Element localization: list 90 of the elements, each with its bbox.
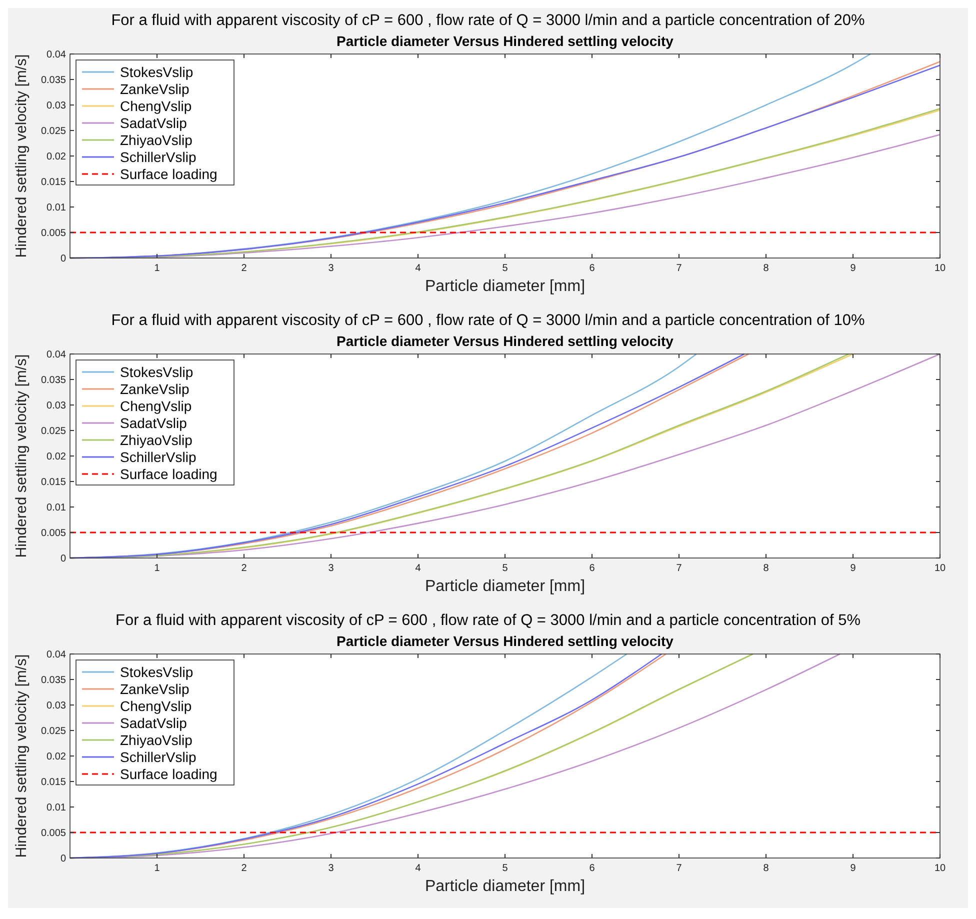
x-tick-label: 2	[241, 263, 248, 274]
x-tick-label: 5	[502, 263, 508, 274]
x-tick-label: 7	[676, 863, 682, 874]
legend-label: SadatVslip	[120, 115, 188, 131]
x-tick-label: 2	[241, 563, 248, 574]
x-axis-title: Particle diameter [mm]	[424, 278, 586, 295]
y-axis-title: Hindered settling velocity [m/s]	[13, 354, 30, 558]
legend-label: ChengVslip	[120, 398, 192, 414]
legend-label: ChengVslip	[120, 98, 192, 114]
y-axis-title: Hindered settling velocity [m/s]	[13, 54, 30, 258]
x-tick-label: 6	[589, 863, 596, 874]
y-tick-label: 0.03	[46, 400, 66, 412]
legend-label: StokesVslip	[120, 364, 194, 380]
legend-label: ZhiyaoVslip	[120, 132, 193, 148]
x-tick-label: 4	[415, 863, 422, 874]
y-tick-label: 0.04	[46, 50, 66, 60]
y-tick-label: 0.02	[46, 452, 66, 462]
x-axis-title: Particle diameter [mm]	[424, 878, 586, 895]
chart-subtitle: For a fluid with apparent viscosity of cP = 600 , flow rate of Q = 3000 l/min and a particle concentration of 20%	[111, 12, 866, 29]
x-tick-label: 7	[676, 263, 682, 274]
x-tick-label: 7	[676, 563, 682, 574]
legend-label: ZhiyaoVslip	[120, 432, 193, 448]
x-tick-label: 5	[502, 563, 508, 574]
chart-title: Particle diameter Versus Hindered settling velocity	[336, 333, 674, 349]
chart-subtitle: For a fluid with apparent viscosity of cP = 600 , flow rate of Q = 3000 l/min and a particle concentration of 5%	[116, 612, 861, 629]
y-tick-label: 0.01	[46, 202, 66, 214]
legend-label: SchillerVslip	[120, 749, 196, 765]
y-tick-label: 0	[60, 854, 66, 864]
x-tick-label: 8	[763, 263, 770, 274]
y-tick-label: 0.03	[46, 700, 66, 712]
x-tick-label: 4	[415, 263, 422, 274]
y-tick-label: 0.015	[40, 477, 66, 488]
y-tick-label: 0.035	[40, 75, 66, 86]
y-tick-label: 0.01	[46, 502, 66, 514]
y-tick-label: 0.04	[46, 650, 66, 660]
x-tick-label: 10	[934, 263, 946, 274]
y-tick-label: 0.005	[40, 528, 66, 539]
y-tick-label: 0.02	[46, 152, 66, 162]
x-tick-label: 1	[154, 863, 160, 874]
legend-label: Surface loading	[120, 766, 218, 782]
y-tick-label: 0.005	[40, 228, 66, 239]
y-tick-label: 0	[60, 554, 66, 564]
legend-label: SchillerVslip	[120, 449, 196, 465]
legend-label: SchillerVslip	[120, 149, 196, 165]
y-tick-label: 0.03	[46, 100, 66, 112]
y-tick-label: 0.025	[40, 426, 66, 437]
legend-label: ZhiyaoVslip	[120, 732, 193, 748]
x-tick-label: 1	[154, 563, 160, 574]
x-tick-label: 9	[850, 863, 856, 874]
x-tick-label: 4	[415, 563, 422, 574]
legend-label: StokesVslip	[120, 664, 194, 680]
y-tick-label: 0.015	[40, 777, 66, 788]
x-tick-label: 3	[328, 863, 334, 874]
x-tick-label: 10	[934, 563, 946, 574]
x-tick-label: 3	[328, 563, 334, 574]
chart-title: Particle diameter Versus Hindered settling velocity	[336, 633, 674, 649]
x-axis-title: Particle diameter [mm]	[424, 578, 586, 595]
y-tick-label: 0.025	[40, 126, 66, 137]
legend-label: SadatVslip	[120, 715, 188, 731]
x-tick-label: 9	[850, 563, 856, 574]
y-tick-label: 0.015	[40, 177, 66, 188]
legend-label: StokesVslip	[120, 64, 194, 80]
y-tick-label: 0.025	[40, 726, 66, 737]
legend-label: SadatVslip	[120, 415, 188, 431]
legend-label: Surface loading	[120, 466, 218, 482]
x-tick-label: 9	[850, 263, 856, 274]
y-tick-label: 0.01	[46, 802, 66, 814]
legend-label: ZankeVslip	[120, 81, 190, 97]
x-tick-label: 1	[154, 263, 160, 274]
y-tick-label: 0.035	[40, 375, 66, 386]
y-tick-label: 0.005	[40, 828, 66, 839]
legend-label: ChengVslip	[120, 698, 192, 714]
y-tick-label: 0.035	[40, 675, 66, 686]
x-tick-label: 6	[589, 263, 596, 274]
x-tick-label: 8	[763, 563, 770, 574]
legend-label: ZankeVslip	[120, 681, 190, 697]
y-tick-label: 0.04	[46, 350, 66, 360]
legend-label: Surface loading	[120, 166, 218, 182]
x-tick-label: 5	[502, 863, 508, 874]
x-tick-label: 2	[241, 863, 248, 874]
x-tick-label: 10	[934, 863, 946, 874]
y-axis-title: Hindered settling velocity [m/s]	[13, 654, 30, 858]
x-tick-label: 6	[589, 563, 596, 574]
chart-title: Particle diameter Versus Hindered settling velocity	[336, 33, 674, 49]
x-tick-label: 3	[328, 263, 334, 274]
y-tick-label: 0.02	[46, 752, 66, 762]
x-tick-label: 8	[763, 863, 770, 874]
chart-subtitle: For a fluid with apparent viscosity of cP = 600 , flow rate of Q = 3000 l/min and a particle concentration of 10%	[111, 312, 866, 329]
legend-label: ZankeVslip	[120, 381, 190, 397]
y-tick-label: 0	[60, 254, 66, 264]
